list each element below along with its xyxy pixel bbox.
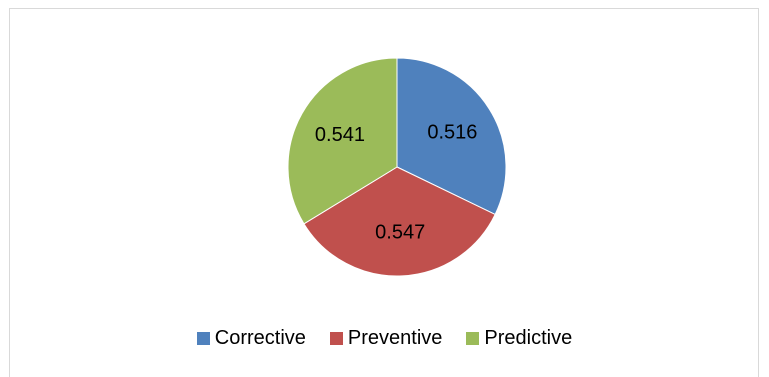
legend-label-predictive: Predictive (484, 327, 573, 349)
legend-swatch-predictive (466, 331, 480, 345)
legend-item-corrective: Corrective (196, 326, 306, 350)
legend-item-preventive: Preventive (329, 326, 443, 350)
pie-slice-corrective (396, 57, 507, 216)
legend-swatch-corrective (196, 331, 210, 345)
legend-item-predictive: Predictive (466, 326, 572, 350)
legend: Corrective Preventive Predictive (0, 326, 769, 350)
legend-label-preventive: Preventive (347, 327, 443, 349)
data-label-corrective: 0.516 (427, 121, 477, 143)
data-label-preventive: 0.547 (375, 221, 425, 243)
pie-slice-predictive (287, 57, 398, 225)
legend-swatch-preventive (329, 331, 343, 345)
legend-label-corrective: Corrective (214, 327, 306, 349)
data-label-predictive: 0.541 (315, 124, 365, 146)
pie-slice-preventive (303, 166, 496, 277)
